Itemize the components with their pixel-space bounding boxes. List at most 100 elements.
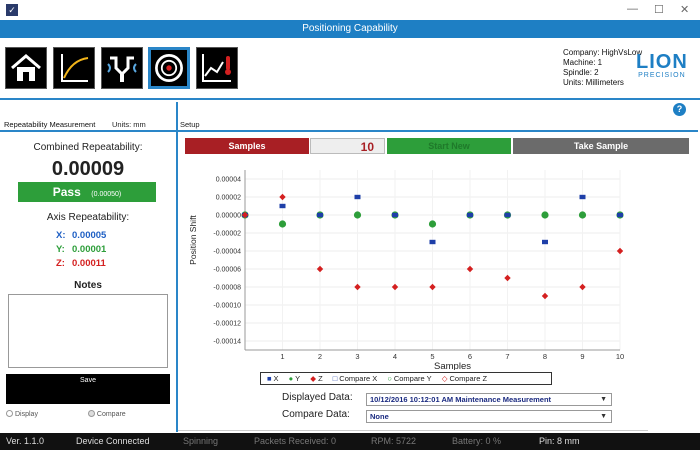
data-point-z	[466, 265, 474, 273]
spinning-status: Spinning	[183, 436, 219, 446]
data-point-x	[579, 194, 586, 200]
y-tick-label: 0.00002	[216, 195, 241, 202]
axis-y-label: Y:	[56, 244, 65, 255]
legend-compare-z: ◇ Compare Z	[441, 374, 488, 383]
samples-count-input[interactable]: 10	[310, 138, 385, 154]
x-tick-label: 2	[318, 352, 322, 361]
divider	[178, 430, 648, 431]
data-point-y	[353, 211, 362, 219]
legend-compare-y: ○ Compare Y	[387, 374, 432, 383]
legend-compare-x: □ Compare X	[332, 374, 378, 383]
legend-x: ■ X	[267, 374, 279, 383]
x-tick-label: 8	[543, 352, 547, 361]
axis-y-row: Y: 0.00001	[56, 244, 106, 255]
battery-status: Battery: 0 %	[452, 436, 502, 446]
samples-button[interactable]: Samples	[185, 138, 309, 154]
results-panel: Repeatability Measurement Units: mm Comb…	[0, 102, 178, 432]
data-point-x	[542, 239, 548, 245]
logo-subtitle: PRECISION	[638, 72, 686, 79]
display-radio-label: Display	[15, 411, 38, 418]
packets-status: Packets Received: 0	[254, 436, 337, 446]
y-tick-label: -0.00006	[213, 267, 241, 274]
compare-data-select[interactable]: None ▼	[366, 410, 612, 423]
version-text: Ver. 1.1.0	[6, 436, 45, 446]
spindle-text: Spindle: 2	[563, 68, 599, 77]
axis-y-value: 0.00001	[72, 244, 107, 255]
displayed-data-value: 10/12/2016 10:12:01 AM Maintenance Measu…	[370, 395, 552, 404]
machine-info: Company: HighVsLow Machine: 1 Spindle: 2…	[563, 48, 642, 88]
legend-y: ● Y	[288, 374, 301, 383]
curve-chart-button[interactable]	[53, 47, 95, 89]
data-point-x	[317, 212, 323, 218]
divider	[0, 130, 176, 132]
help-icon[interactable]: ?	[673, 103, 686, 116]
compare-data-value: None	[370, 412, 389, 421]
position-shift-chart: 0.00004 0.00002 0.00000 -0.00002 -0.00004 -0.…	[188, 170, 624, 370]
data-point-z	[504, 274, 511, 282]
panel-header: Repeatability Measurement	[4, 120, 96, 129]
axis-x-value: 0.00005	[72, 230, 107, 241]
data-point-x	[354, 194, 361, 200]
data-point-x	[429, 239, 436, 245]
axis-x-row: X: 0.00005	[56, 230, 106, 241]
spindle-icon	[107, 56, 137, 82]
axis-title: Axis Repeatability:	[46, 212, 130, 223]
curve-chart-icon	[61, 54, 89, 82]
legend-compare-y-label: Compare Y	[393, 374, 432, 383]
data-point-y	[541, 211, 549, 219]
minimize-icon[interactable]: —	[627, 3, 638, 15]
data-point-z	[429, 283, 436, 291]
pass-badge: Pass (0.00050)	[18, 182, 156, 202]
start-new-button[interactable]: Start New	[387, 138, 511, 154]
pass-limit: (0.00050)	[91, 191, 122, 198]
compare-radio-label: Compare	[96, 411, 126, 418]
combined-value: 0.00009	[51, 158, 125, 180]
data-point-z	[316, 265, 324, 273]
legend-compare-x-label: Compare X	[339, 374, 378, 383]
combined-title: Combined Repeatability:	[33, 142, 143, 153]
chevron-down-icon: ▼	[600, 413, 607, 420]
thermal-chart-button[interactable]	[196, 47, 238, 89]
close-icon[interactable]: ✕	[680, 4, 690, 16]
axis-x-label: X:	[56, 230, 66, 241]
lion-logo: LION PRECISION	[636, 52, 688, 79]
compare-data-label: Compare Data:	[282, 409, 350, 420]
notes-textarea[interactable]	[8, 294, 168, 368]
legend-y-label: Y	[295, 374, 301, 383]
chart-legend: ■ X ● Y ◆ Z □ Compare X ○ Compare Y ◇ Compare …	[260, 372, 552, 385]
x-tick-label: 7	[505, 352, 509, 361]
axis-z-row: Z: 0.00011	[56, 258, 106, 269]
axis-z-value: 0.00011	[72, 258, 106, 269]
x-tick-label: 10	[616, 352, 624, 361]
home-button[interactable]	[5, 47, 47, 89]
connection-status: Device Connected	[76, 436, 150, 446]
axis-z-label: Z:	[56, 258, 65, 269]
data-point-z	[279, 193, 286, 201]
window-chrome: ✓ — ☐ ✕	[0, 0, 700, 20]
app-icon: ✓	[6, 4, 18, 16]
display-radio[interactable]: Display	[6, 410, 38, 418]
divider	[178, 130, 698, 132]
x-tick-label: 3	[355, 352, 359, 361]
compare-radio[interactable]: Compare	[87, 410, 126, 418]
x-tick-label: 5	[430, 352, 434, 361]
x-tick-label: 6	[468, 352, 472, 361]
company-text: Company: HighVsLow	[563, 48, 643, 57]
setup-header: Setup	[180, 120, 200, 129]
toolbar: Company: HighVsLow Machine: 1 Spindle: 2…	[0, 38, 700, 100]
data-point-x	[504, 212, 511, 218]
displayed-data-select[interactable]: 10/12/2016 10:12:01 AM Maintenance Measu…	[366, 393, 612, 406]
y-axis-label: Position Shift	[188, 215, 198, 265]
x-tick-label: 4	[393, 352, 397, 361]
target-button[interactable]	[148, 47, 190, 89]
spindle-button[interactable]	[101, 47, 143, 89]
units-text: Units: Millimeters	[563, 78, 624, 87]
data-point-y	[278, 220, 287, 228]
home-icon	[11, 54, 41, 81]
maximize-icon[interactable]: ☐	[654, 4, 664, 16]
legend-compare-z-label: Compare Z	[449, 374, 488, 383]
y-tick-label: -0.00004	[213, 249, 241, 256]
status-bar: Ver. 1.1.0 Device Connected Spinning Pac…	[0, 433, 700, 450]
take-sample-button[interactable]: Take Sample	[513, 138, 689, 154]
save-button[interactable]: Save	[6, 374, 170, 404]
